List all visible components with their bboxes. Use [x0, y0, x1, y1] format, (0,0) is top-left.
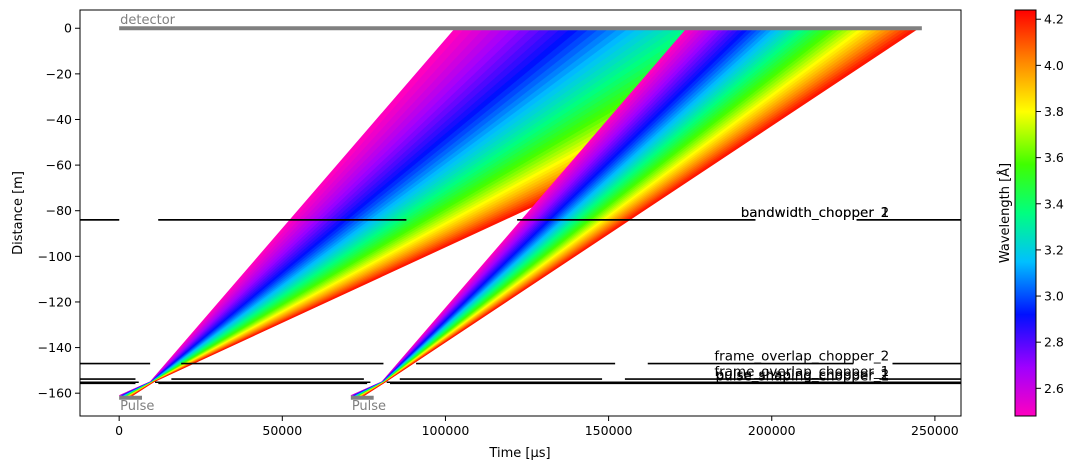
detector-label: detector: [120, 13, 176, 28]
x-tick-label: 50000: [262, 423, 302, 438]
colorbar-tick-label: 3.8: [1044, 104, 1064, 119]
colorbar-tick-label: 4.0: [1044, 58, 1064, 73]
colorbar-tick-label: 2.6: [1044, 381, 1064, 396]
pulse-1-label: Pulse: [120, 399, 154, 414]
chopper-label-pulse-shaping-chopper-1: pulse_shaping_chopper_1: [716, 368, 890, 384]
colorbar-title: Wavelength [Å]: [997, 163, 1013, 263]
x-tick-label: 200000: [748, 423, 796, 438]
y-tick-label: −160: [38, 386, 72, 401]
y-tick-label: −40: [46, 112, 72, 127]
x-tick-label: 100000: [422, 423, 470, 438]
y-tick-label: −60: [46, 158, 72, 173]
y-axis: 0 −20 −40 −60 −80 −100 −120 −140 −160: [38, 21, 80, 401]
pulse-2-label: Pulse: [352, 399, 386, 414]
source-and-detector: detector Pulse Pulse: [119, 13, 922, 414]
colorbar-tick-label: 3.2: [1044, 242, 1064, 257]
y-tick-label: −20: [46, 66, 72, 81]
chopper-lines: [80, 219, 961, 385]
y-tick-label: −80: [46, 203, 72, 218]
chopper-label-frame-overlap-chopper-2: frame_overlap_chopper_2: [714, 349, 889, 365]
x-tick-label: 0: [115, 423, 123, 438]
y-tick-label: −100: [38, 249, 72, 264]
colorbar-tick-label: 3.4: [1044, 196, 1064, 211]
y-tick-label: −140: [38, 340, 72, 355]
colorbar-tick-label: 3.6: [1044, 150, 1064, 165]
x-tick-label: 250000: [911, 423, 959, 438]
plot-frame: [79, 9, 962, 417]
chopper-label-bandwidth-chopper-1: bandwidth_chopper_1: [741, 205, 890, 221]
y-tick-label: 0: [64, 21, 72, 36]
chopper-label-pulse-shaping-chopper-2: pulse_shaping_chopper_2: [716, 367, 890, 383]
chopper-label-bandwidth-chopper-2: bandwidth_chopper_2: [741, 205, 890, 221]
y-tick-label: −120: [38, 294, 72, 309]
colorbar-tick-label: 4.2: [1044, 12, 1064, 27]
colorbar-tick-label: 3.0: [1044, 289, 1064, 304]
y-axis-title: Distance [m]: [11, 171, 26, 255]
x-tick-label: 150000: [585, 423, 633, 438]
x-axis-title: Time [µs]: [488, 446, 550, 461]
colorbar: [1014, 9, 1037, 417]
chopper-labels: bandwidth_chopper_1bandwidth_chopper_2fr…: [714, 205, 889, 385]
neutron-frames: [119, 27, 920, 396]
x-axis: 0 50000 100000 150000 200000 250000: [115, 416, 959, 438]
colorbar-ticks: 2.6 2.8 3.0 3.2 3.4 3.6 3.8 4.0 4.2: [1036, 12, 1064, 396]
chopper-label-frame-overlap-chopper-1: frame_overlap_chopper_1: [714, 364, 889, 380]
frame-2: [350, 27, 920, 396]
colorbar-tick-label: 2.8: [1044, 335, 1064, 350]
